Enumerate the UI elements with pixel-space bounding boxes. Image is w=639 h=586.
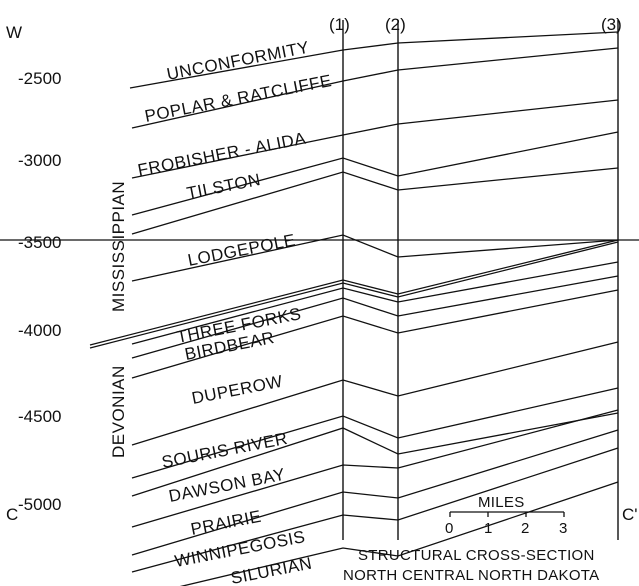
scale-tick-3: 3 — [559, 520, 568, 537]
horizon-line-17 — [131, 447, 619, 573]
horizon-line-6 — [131, 234, 619, 282]
well-label-2: (2) — [385, 15, 406, 34]
horizon-line-1 — [129, 31, 619, 89]
horizon-line-11 — [131, 289, 619, 379]
formation-label-tilston: TILSTON — [185, 170, 262, 203]
formation-label-lodgepole: LODGEPOLE — [186, 230, 297, 270]
scale-title: MILES — [478, 494, 525, 511]
horizon-line-12 — [131, 341, 619, 446]
formation-label-prairie: PRAIRIE — [189, 507, 263, 539]
horizon-line-16 — [131, 429, 619, 556]
scale-tick-2: 2 — [521, 520, 530, 537]
horizon-line-18 — [179, 481, 619, 586]
depth-tick-2500: -2500 — [18, 69, 61, 88]
figure-title-line-2: NORTH CENTRAL NORTH DAKOTA — [343, 567, 599, 584]
corner-label-c-prime: C' — [622, 505, 638, 524]
horizon-line-7 — [89, 239, 619, 346]
horizon-line-3 — [131, 99, 619, 179]
scale-tick-0: 0 — [445, 520, 454, 537]
system-label-mississippian: MISSISSIPPIAN — [109, 181, 128, 312]
depth-tick-4000: -4000 — [18, 321, 61, 340]
scale-tick-1: 1 — [484, 520, 493, 537]
depth-tick-3000: -3000 — [18, 151, 61, 170]
miles-scale-bar: MILES 0 1 2 3 — [445, 494, 568, 537]
well-lines — [342, 20, 619, 540]
horizon-line-2 — [131, 47, 619, 129]
figure-title-line-1: STRUCTURAL CROSS-SECTION — [358, 547, 595, 564]
depth-tick-4500: -4500 — [18, 407, 61, 426]
horizon-line-8 — [89, 241, 619, 349]
depth-tick-5000: -5000 — [18, 495, 61, 514]
horizon-line-4 — [131, 131, 619, 216]
horizon-line-13 — [131, 387, 619, 479]
well-label-3: (3) — [601, 15, 622, 34]
formation-label-unconformity: UNCONFORMITY — [165, 38, 311, 84]
horizon-line-9 — [131, 261, 619, 345]
formation-label-silurian: SILURIAN — [229, 554, 314, 586]
formation-label-frobisher-alida: FROBISHER - ALIDA — [136, 129, 308, 180]
horizon-lines — [0, 31, 639, 586]
well-label-1: (1) — [329, 15, 350, 34]
horizon-line-14 — [131, 412, 619, 497]
corner-label-w: W — [6, 23, 22, 42]
depth-tick-3500: -3500 — [18, 233, 61, 252]
corner-label-c: C — [6, 505, 18, 524]
horizon-line-10 — [131, 275, 619, 359]
horizon-line-15 — [131, 409, 619, 528]
horizon-line-5 — [131, 167, 619, 235]
system-label-devonian: DEVONIAN — [109, 365, 128, 458]
